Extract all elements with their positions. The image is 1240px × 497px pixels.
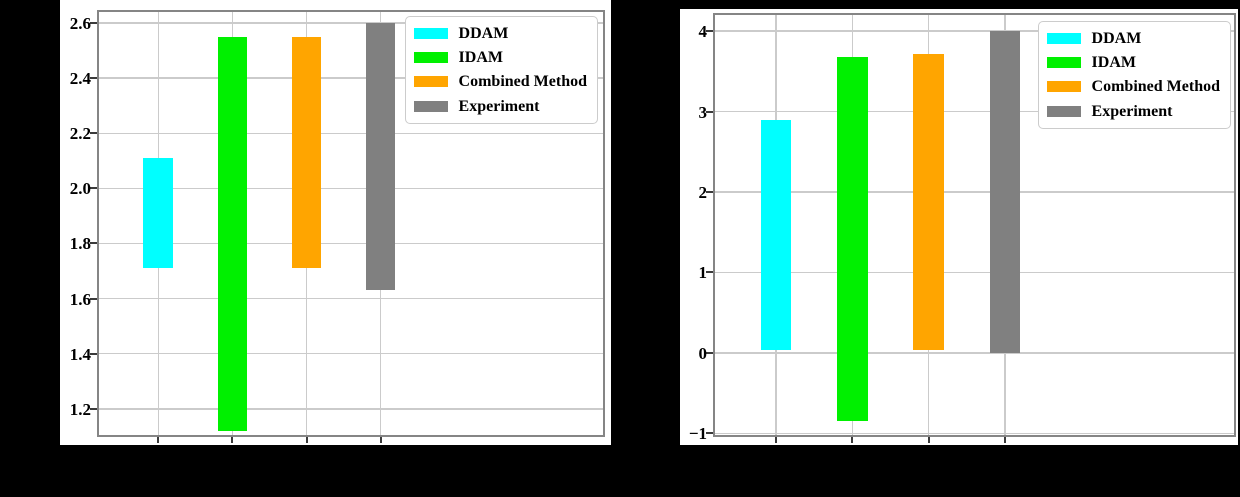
y-tick-label: 1.4 bbox=[69, 344, 91, 364]
y-tick-label: −1 bbox=[688, 424, 707, 444]
y-tick-mark bbox=[90, 407, 97, 410]
right-chart-panel: −1 0 1 2 3 4 DDAM IDAM Combined Method Experiment bbox=[680, 9, 1238, 445]
y-tick-label: 1 bbox=[698, 263, 708, 283]
legend-label-ddam: DDAM bbox=[458, 25, 509, 42]
bar-ddam bbox=[143, 158, 174, 269]
y-tick-label: 2 bbox=[698, 183, 708, 202]
legend-row-idam: IDAM bbox=[1046, 53, 1220, 72]
y-tick-label: 2.4 bbox=[69, 69, 91, 89]
x-tick-mark bbox=[305, 437, 308, 443]
y-tick-mark bbox=[90, 242, 97, 245]
y-gridline bbox=[715, 352, 1234, 354]
y-tick-label: 3 bbox=[698, 102, 708, 122]
y-tick-label: 4 bbox=[698, 22, 708, 42]
y-tick-mark bbox=[90, 297, 97, 300]
legend-row-ddam: DDAM bbox=[1046, 29, 1220, 48]
y-tick-label: 0 bbox=[698, 343, 708, 363]
y-tick-mark bbox=[706, 271, 713, 274]
y-tick-mark bbox=[706, 30, 713, 33]
legend-label-combined-method: Combined Method bbox=[458, 73, 587, 91]
legend-row-ddam: DDAM bbox=[413, 24, 587, 43]
y-tick-mark bbox=[706, 351, 713, 354]
legend-row-combined-method: Combined Method bbox=[1046, 77, 1220, 96]
bar-combined-method bbox=[913, 53, 944, 350]
bar-idam bbox=[217, 36, 248, 431]
legend-row-experiment: Experiment bbox=[1046, 102, 1220, 121]
x-tick-mark bbox=[379, 437, 382, 443]
y-tick-mark bbox=[90, 187, 97, 190]
y-tick-label: 2.2 bbox=[69, 124, 91, 144]
legend-swatch-idam bbox=[1046, 57, 1081, 69]
y-tick-mark bbox=[90, 22, 97, 25]
legend-swatch-idam bbox=[413, 52, 448, 64]
y-gridline bbox=[99, 187, 603, 190]
bar-combined-method bbox=[291, 36, 322, 269]
y-gridline bbox=[99, 408, 603, 410]
legend-row-idam: IDAM bbox=[413, 48, 587, 67]
legend-label-idam: IDAM bbox=[1091, 54, 1136, 72]
legend-swatch-combined-method bbox=[413, 76, 448, 88]
y-gridline bbox=[715, 271, 1234, 274]
y-gridline bbox=[99, 242, 603, 245]
x-tick-mark bbox=[157, 437, 160, 443]
y-tick-label: 2.0 bbox=[69, 179, 91, 199]
y-gridline bbox=[99, 132, 603, 134]
x-tick-mark bbox=[851, 437, 854, 443]
legend-label-idam: IDAM bbox=[458, 49, 503, 67]
y-gridline bbox=[715, 432, 1234, 435]
left-chart-plot-area: 1.2 1.4 1.6 1.8 2.0 2.2 2.4 2.6 DDAM IDAM Combined… bbox=[70, 10, 605, 443]
y-tick-mark bbox=[706, 432, 713, 435]
x-tick-mark bbox=[927, 437, 930, 443]
y-tick-mark bbox=[90, 132, 97, 135]
legend-swatch-combined-method bbox=[1046, 81, 1081, 93]
legend: DDAM IDAM Combined Method Experiment bbox=[1037, 21, 1231, 129]
y-tick-mark bbox=[706, 110, 713, 113]
bar-experiment bbox=[365, 23, 396, 291]
y-tick-mark bbox=[706, 191, 713, 193]
bar-experiment bbox=[989, 31, 1021, 353]
y-tick-label: 1.2 bbox=[69, 399, 91, 419]
legend-swatch-ddam bbox=[413, 28, 448, 40]
bar-ddam bbox=[760, 119, 792, 350]
y-gridline bbox=[715, 30, 1234, 32]
y-tick-mark bbox=[90, 77, 97, 80]
legend-label-ddam: DDAM bbox=[1091, 30, 1142, 47]
legend-swatch-experiment bbox=[413, 100, 448, 112]
y-gridline bbox=[99, 352, 603, 355]
legend-swatch-experiment bbox=[1046, 105, 1081, 117]
y-gridline bbox=[715, 110, 1234, 113]
legend-label-combined-method: Combined Method bbox=[1091, 78, 1220, 96]
y-gridline bbox=[99, 22, 603, 24]
x-tick-mark bbox=[231, 437, 234, 443]
bar-idam bbox=[837, 56, 868, 422]
legend-row-combined-method: Combined Method bbox=[413, 72, 587, 91]
right-chart-plot-area: −1 0 1 2 3 4 DDAM IDAM Combined Method Experiment bbox=[689, 13, 1236, 443]
y-tick-label: 1.6 bbox=[69, 289, 91, 309]
y-gridline bbox=[99, 77, 603, 79]
legend: DDAM IDAM Combined Method Experiment bbox=[404, 16, 598, 124]
y-tick-label: 1.8 bbox=[69, 234, 91, 254]
y-gridline bbox=[99, 297, 603, 300]
y-tick-mark bbox=[90, 352, 97, 355]
legend-label-experiment: Experiment bbox=[1091, 102, 1173, 120]
legend-row-experiment: Experiment bbox=[413, 97, 587, 116]
x-tick-mark bbox=[775, 437, 778, 443]
y-gridline bbox=[715, 191, 1234, 193]
legend-label-experiment: Experiment bbox=[458, 97, 540, 115]
x-tick-mark bbox=[1004, 437, 1007, 443]
legend-swatch-ddam bbox=[1046, 33, 1081, 45]
left-chart-panel: 1.2 1.4 1.6 1.8 2.0 2.2 2.4 2.6 DDAM IDAM Combined… bbox=[60, 0, 611, 445]
y-tick-label: 2.6 bbox=[69, 14, 91, 34]
